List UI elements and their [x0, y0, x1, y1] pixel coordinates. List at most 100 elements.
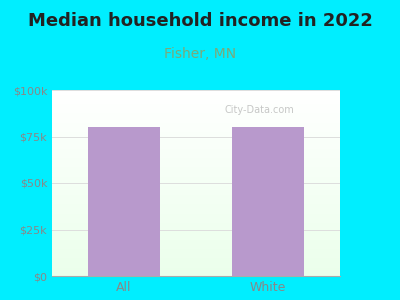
Bar: [52, 176, 340, 177]
Bar: [52, 254, 340, 256]
Bar: [52, 274, 340, 276]
Bar: [52, 164, 340, 166]
Bar: [52, 203, 340, 205]
Bar: [52, 268, 340, 270]
Bar: [52, 142, 340, 144]
Bar: [52, 217, 340, 218]
Bar: [52, 116, 340, 118]
Bar: [52, 235, 340, 237]
Bar: [52, 172, 340, 174]
Bar: [52, 133, 340, 135]
Bar: [52, 211, 340, 213]
Bar: [52, 183, 340, 185]
Bar: [52, 242, 340, 244]
Bar: [52, 250, 340, 252]
Bar: [52, 120, 340, 122]
Bar: [52, 110, 340, 112]
Bar: [52, 170, 340, 172]
Bar: [52, 259, 340, 261]
Text: City-Data.com: City-Data.com: [225, 105, 294, 115]
Bar: [52, 90, 340, 92]
Bar: [52, 118, 340, 120]
Bar: [52, 144, 340, 146]
Bar: [52, 187, 340, 189]
Bar: [52, 96, 340, 98]
Bar: [52, 138, 340, 140]
Bar: [52, 220, 340, 222]
Bar: [52, 157, 340, 159]
Bar: [52, 190, 340, 192]
Bar: [52, 222, 340, 224]
Bar: [52, 179, 340, 181]
Bar: [52, 140, 340, 142]
Bar: [52, 218, 340, 220]
Bar: [52, 107, 340, 109]
Bar: [52, 146, 340, 148]
Bar: [52, 127, 340, 129]
Bar: [52, 177, 340, 179]
Bar: [52, 267, 340, 268]
Bar: [52, 163, 340, 164]
Bar: [52, 239, 340, 241]
Text: Median household income in 2022: Median household income in 2022: [28, 12, 372, 30]
Bar: [52, 99, 340, 101]
Bar: [52, 192, 340, 194]
Bar: [52, 124, 340, 125]
Bar: [52, 101, 340, 103]
Bar: [52, 92, 340, 94]
Bar: [52, 135, 340, 137]
Bar: [52, 252, 340, 254]
Bar: [52, 168, 340, 170]
Bar: [52, 257, 340, 259]
Bar: [52, 198, 340, 200]
Bar: [52, 136, 340, 138]
Bar: [52, 202, 340, 203]
Bar: [52, 189, 340, 190]
Bar: [52, 109, 340, 110]
Bar: [52, 213, 340, 214]
Bar: [52, 214, 340, 217]
Bar: [52, 105, 340, 107]
Bar: [52, 200, 340, 202]
Bar: [52, 196, 340, 198]
Bar: [52, 122, 340, 124]
Bar: [52, 263, 340, 265]
Bar: [52, 205, 340, 207]
Bar: [52, 233, 340, 235]
Bar: [52, 231, 340, 233]
Bar: [52, 98, 340, 99]
Bar: [88, 127, 160, 276]
Bar: [52, 246, 340, 248]
Bar: [52, 159, 340, 161]
Bar: [52, 224, 340, 226]
Text: Fisher, MN: Fisher, MN: [164, 47, 236, 61]
Bar: [52, 272, 340, 274]
Bar: [52, 174, 340, 176]
Bar: [52, 103, 340, 105]
Bar: [52, 153, 340, 155]
Bar: [52, 248, 340, 250]
Bar: [52, 209, 340, 211]
Bar: [52, 114, 340, 116]
Bar: [52, 152, 340, 153]
Bar: [52, 270, 340, 272]
Bar: [52, 261, 340, 263]
Bar: [52, 148, 340, 149]
Bar: [52, 181, 340, 183]
Bar: [52, 244, 340, 246]
Bar: [52, 185, 340, 187]
Bar: [52, 112, 340, 114]
Bar: [52, 194, 340, 196]
Bar: [52, 149, 340, 152]
Bar: [52, 161, 340, 163]
Bar: [52, 166, 340, 168]
Bar: [52, 125, 340, 127]
Bar: [52, 241, 340, 242]
Bar: [232, 127, 304, 276]
Bar: [52, 228, 340, 230]
Bar: [52, 256, 340, 257]
Bar: [52, 94, 340, 96]
Bar: [52, 265, 340, 267]
Bar: [52, 230, 340, 231]
Bar: [52, 129, 340, 131]
